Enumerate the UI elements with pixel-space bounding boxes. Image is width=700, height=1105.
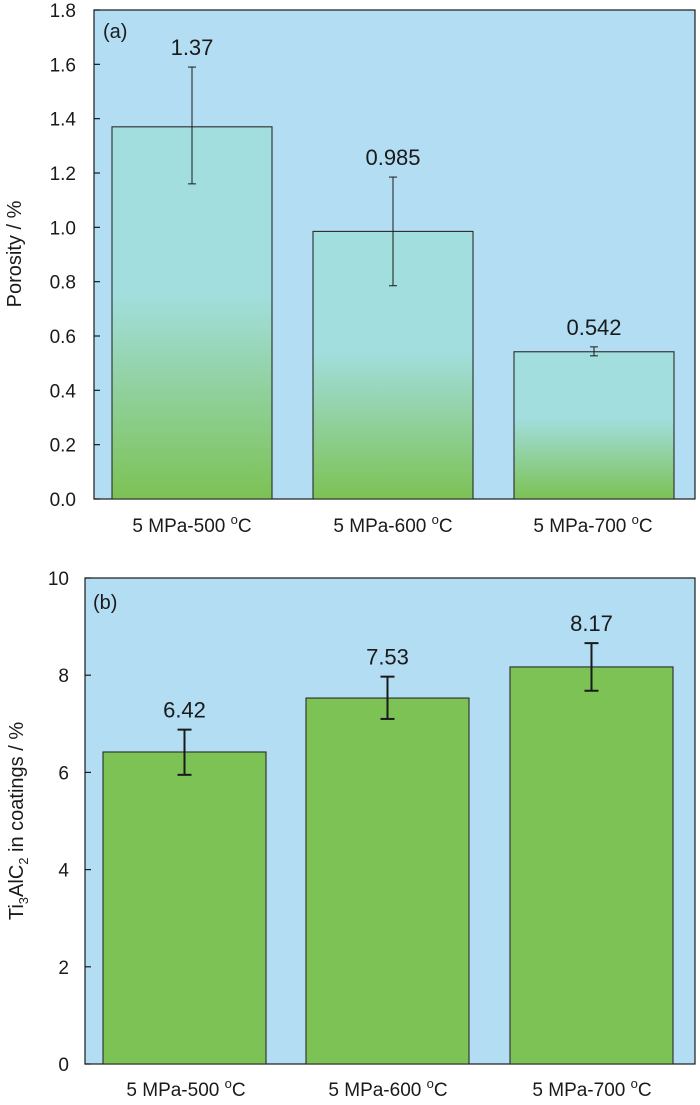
ylabel-part-1: Ti: [6, 904, 28, 920]
x-tick-label: 5 MPa-600 oC: [328, 1076, 447, 1101]
y-tick-label: 0.4: [50, 381, 77, 402]
ylabel-sub-1: 3: [16, 897, 31, 904]
y-tick-label: 1.8: [50, 1, 76, 22]
bar: [305, 697, 470, 1065]
y-tick-label: 0: [58, 1055, 69, 1076]
y-tick-label: 6: [58, 763, 69, 784]
data-label: 0.985: [365, 145, 420, 170]
y-tick-label: 0.8: [50, 273, 76, 294]
x-tick-label: 5 MPa-600 oC: [333, 512, 452, 537]
bar: [513, 351, 675, 500]
panel-b-label: (b): [93, 592, 117, 614]
y-tick-label: 2: [58, 958, 69, 979]
y-tick-label: 0.0: [50, 490, 76, 511]
ylabel-part-3: in coatings / %: [6, 722, 28, 858]
panel-b-y-axis-title: Ti3AlC2 in coatings / %: [6, 722, 31, 920]
data-label: 8.17: [570, 611, 613, 636]
y-tick-label: 1.0: [50, 218, 76, 239]
data-label: 0.542: [566, 315, 621, 340]
panel-b-x-axis: 5 MPa-500 oC 5 MPa-600 oC 5 MPa-700 oC: [126, 1076, 651, 1101]
bar: [509, 666, 674, 1065]
x-tick-label: 5 MPa-700 oC: [532, 1076, 651, 1101]
panel-a-bars: 1.37 0.985 0.542: [111, 35, 675, 500]
x-tick-label: 5 MPa-700 oC: [533, 512, 652, 537]
y-tick-label: 10: [48, 569, 69, 590]
y-tick-label: 1.4: [50, 110, 77, 131]
bar: [102, 751, 267, 1065]
data-label: 7.53: [366, 645, 409, 670]
y-tick-label: 4: [58, 861, 69, 882]
panel-b-y-axis: 0 2 4 6 8 10: [48, 569, 91, 1076]
x-tick-label: 5 MPa-500 oC: [132, 512, 251, 537]
data-label: 6.42: [163, 698, 206, 723]
ylabel-part-2: AlC: [6, 865, 28, 897]
y-tick-label: 0.2: [50, 436, 76, 457]
panel-a-y-axis: 0.0 0.2 0.4 0.6 0.8 1.0 1.2 1.4 1.6 1.8: [50, 1, 100, 511]
data-label: 1.37: [171, 35, 214, 60]
y-tick-label: 1.2: [50, 164, 76, 185]
panel-b-bars: 6.42 7.53 8.17: [102, 611, 674, 1065]
y-tick-label: 8: [58, 666, 69, 687]
panel-a: (a) 0.0 0.2 0.4 0.6 0.8 1.0 1.2 1.4 1.6 1.8 1.37 0…: [4, 1, 696, 537]
panel-a-label: (a): [103, 21, 127, 43]
panel-a-y-axis-title: Porosity / %: [4, 200, 26, 307]
panel-a-x-axis: 5 MPa-500 oC 5 MPa-600 oC 5 MPa-700 oC: [132, 512, 652, 537]
x-tick-label: 5 MPa-500 oC: [126, 1076, 245, 1101]
y-tick-label: 1.6: [50, 55, 76, 76]
y-tick-label: 0.6: [50, 327, 76, 348]
bar: [111, 126, 273, 500]
ylabel-sub-2: 2: [16, 858, 31, 865]
